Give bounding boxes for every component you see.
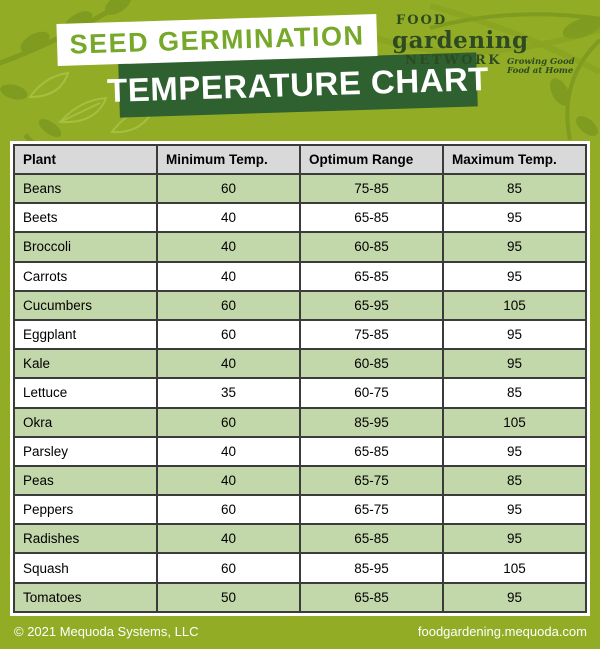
table-row: Squash 60 85-95 105 [13, 552, 587, 584]
temp-value-cell: 60 [156, 172, 301, 205]
germination-table: Plant Minimum Temp. Optimum Range Maximu… [13, 144, 587, 614]
temp-value-cell: 95 [442, 260, 587, 292]
germination-table-container: Plant Minimum Temp. Optimum Range Maximu… [10, 141, 590, 616]
plant-name-cell: Cucumbers [13, 289, 158, 321]
temp-value-cell: 40 [156, 260, 301, 292]
plant-name-cell: Parsley [13, 435, 158, 467]
temp-value-cell: 60-75 [299, 377, 444, 409]
temp-value-cell: 65-85 [299, 435, 444, 467]
temp-value-cell: 40 [156, 348, 301, 380]
table-row: Broccoli 40 60-85 95 [13, 231, 587, 263]
plant-name-cell: Beans [13, 172, 158, 205]
table-row: Tomatoes 50 65-85 95 [13, 581, 587, 614]
temp-value-cell: 85 [442, 172, 587, 205]
temp-value-cell: 95 [442, 231, 587, 263]
plant-name-cell: Kale [13, 348, 158, 380]
table-header: Plant Minimum Temp. Optimum Range Maximu… [13, 144, 587, 175]
plant-name-cell: Eggplant [13, 318, 158, 351]
plant-name-cell: Okra [13, 406, 158, 438]
footer-website: foodgardening.mequoda.com [417, 624, 587, 639]
temp-value-cell: 105 [442, 289, 587, 321]
table-row: Lettuce 35 60-75 85 [13, 377, 587, 409]
logo-line-network: NETWORK Growing Good Food at Home [392, 54, 597, 75]
plant-name-cell: Carrots [13, 260, 158, 292]
temp-value-cell: 95 [442, 348, 587, 380]
table-row: Kale 40 60-85 95 [13, 348, 587, 380]
temp-value-cell: 60 [156, 494, 301, 526]
temp-value-cell: 65-85 [299, 523, 444, 555]
temp-value-cell: 40 [156, 202, 301, 234]
table-row: Eggplant 60 75-85 95 [13, 318, 587, 351]
temp-value-cell: 75-85 [299, 172, 444, 205]
temp-value-cell: 60 [156, 406, 301, 438]
plant-name-cell: Broccoli [13, 231, 158, 263]
footer-copyright: © 2021 Mequoda Systems, LLC [14, 624, 199, 639]
logo-word-gardening: gardening [392, 27, 529, 54]
temp-value-cell: 65-75 [299, 464, 444, 497]
temp-value-cell: 40 [156, 231, 301, 263]
plant-name-cell: Squash [13, 552, 158, 584]
table-header-row: Plant Minimum Temp. Optimum Range Maximu… [13, 144, 587, 175]
column-header-maximum-temp: Maximum Temp. [442, 144, 587, 175]
temp-value-cell: 65-95 [299, 289, 444, 321]
table-row: Peas 40 65-75 85 [13, 464, 587, 497]
temp-value-cell: 65-75 [299, 494, 444, 526]
table-row: Peppers 60 65-75 95 [13, 494, 587, 526]
logo-tagline: Growing Good Food at Home [507, 57, 575, 76]
plant-name-cell: Peppers [13, 494, 158, 526]
temp-value-cell: 40 [156, 464, 301, 497]
temp-value-cell: 85 [442, 464, 587, 497]
temp-value-cell: 75-85 [299, 318, 444, 351]
table-row: Parsley 40 65-85 95 [13, 435, 587, 467]
temp-value-cell: 85-95 [299, 552, 444, 584]
temp-value-cell: 85 [442, 377, 587, 409]
table-row: Beans 60 75-85 85 [13, 172, 587, 205]
logo-word-network: NETWORK [405, 53, 502, 68]
table-row: Carrots 40 65-85 95 [13, 260, 587, 292]
table-row: Okra 60 85-95 105 [13, 406, 587, 438]
column-header-minimum-temp: Minimum Temp. [156, 144, 301, 175]
column-header-plant: Plant [13, 144, 158, 175]
temp-value-cell: 85-95 [299, 406, 444, 438]
temp-value-cell: 95 [442, 494, 587, 526]
plant-name-cell: Beets [13, 202, 158, 234]
plant-name-cell: Radishes [13, 523, 158, 555]
temp-value-cell: 40 [156, 435, 301, 467]
food-gardening-network-logo: FOOD gardening NETWORK Growing Good Food… [392, 14, 597, 75]
table-row: Beets 40 65-85 95 [13, 202, 587, 234]
temp-value-cell: 95 [442, 581, 587, 614]
table-row: Radishes 40 65-85 95 [13, 523, 587, 555]
temp-value-cell: 65-85 [299, 202, 444, 234]
temp-value-cell: 95 [442, 435, 587, 467]
column-header-optimum-range: Optimum Range [299, 144, 444, 175]
temp-value-cell: 105 [442, 406, 587, 438]
temp-value-cell: 40 [156, 523, 301, 555]
temp-value-cell: 60 [156, 289, 301, 321]
temp-value-cell: 60 [156, 318, 301, 351]
temp-value-cell: 60 [156, 552, 301, 584]
temp-value-cell: 60-85 [299, 231, 444, 263]
title-primary: SEED GERMINATION [69, 19, 365, 60]
temp-value-cell: 105 [442, 552, 587, 584]
temp-value-cell: 95 [442, 523, 587, 555]
temp-value-cell: 65-85 [299, 581, 444, 614]
table-row: Cucumbers 60 65-95 105 [13, 289, 587, 321]
plant-name-cell: Lettuce [13, 377, 158, 409]
temp-value-cell: 95 [442, 318, 587, 351]
temp-value-cell: 95 [442, 202, 587, 234]
plant-name-cell: Peas [13, 464, 158, 497]
temp-value-cell: 35 [156, 377, 301, 409]
temp-value-cell: 60-85 [299, 348, 444, 380]
temp-value-cell: 50 [156, 581, 301, 614]
plant-name-cell: Tomatoes [13, 581, 158, 614]
temp-value-cell: 65-85 [299, 260, 444, 292]
logo-word-food: FOOD [396, 13, 448, 28]
table-body: Beans 60 75-85 85 Beets 40 65-85 95 Broccoli 40 60… [13, 172, 587, 614]
